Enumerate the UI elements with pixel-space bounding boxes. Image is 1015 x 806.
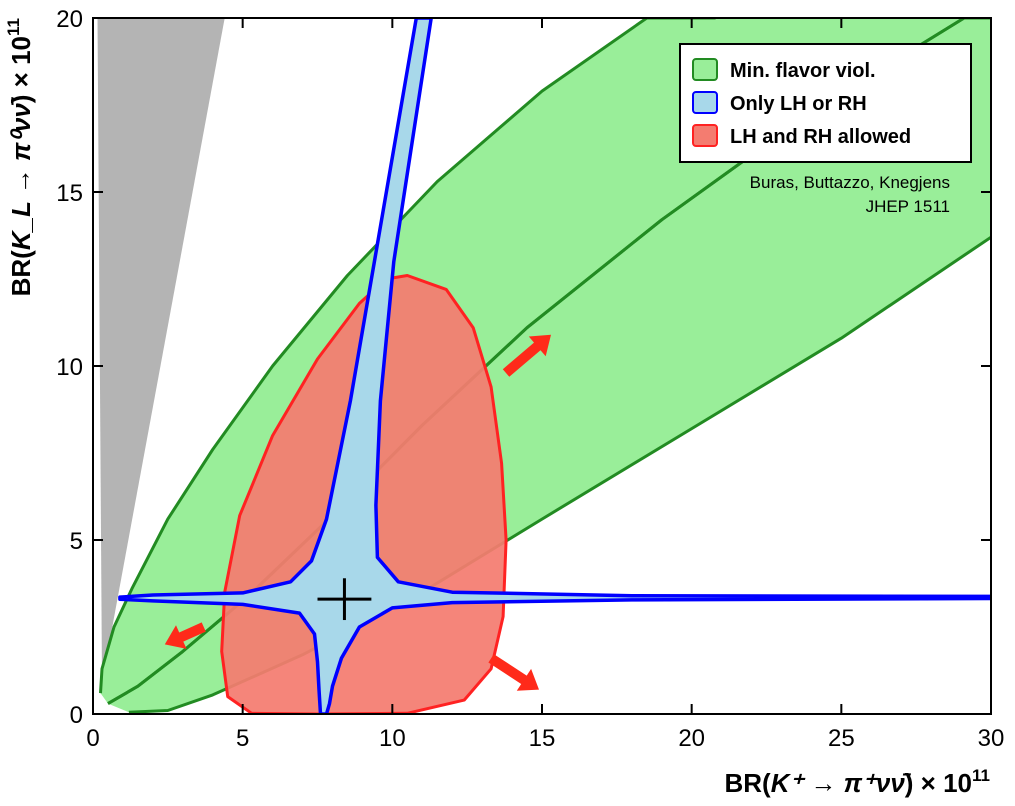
- axis-tick-labels: 0 5 10 15 20 25 30 0 5 10 15 20: [56, 6, 1004, 752]
- legend-swatch-green: [692, 58, 718, 81]
- legend-box: [679, 43, 972, 163]
- x-tick-label: 15: [529, 725, 556, 752]
- direction-arrow: [164, 622, 206, 649]
- y-tick-label: 15: [56, 180, 83, 207]
- legend-swatch-red: [692, 124, 718, 147]
- legend: Min. flavor viol. Only LH or RH LH and R…: [679, 43, 972, 163]
- x-tick-label: 20: [678, 725, 705, 752]
- citation-authors: Buras, Buttazzo, Knegjens: [750, 173, 950, 192]
- legend-label: LH and RH allowed: [730, 126, 911, 148]
- excluded-region: [97, 18, 225, 683]
- direction-arrow: [502, 334, 551, 377]
- lh-or-rh-region: [118, 18, 991, 714]
- y-tick-label: 10: [56, 354, 83, 381]
- x-tick-label: 0: [86, 725, 99, 752]
- axis-ticks: [92, 17, 992, 715]
- y-tick-label: 5: [70, 528, 83, 555]
- legend-item-min-flavor: Min. flavor viol.: [692, 58, 876, 82]
- legend-label: Min. flavor viol.: [730, 60, 876, 82]
- x-axis-title: BR(K⁺ → π⁺νν̄) × 1011: [724, 766, 990, 798]
- legend-label: Only LH or RH: [730, 93, 867, 115]
- legend-swatch-blue: [692, 91, 718, 114]
- legend-item-lh-or-rh: Only LH or RH: [692, 91, 867, 115]
- x-tick-label: 5: [236, 725, 249, 752]
- x-tick-label: 10: [379, 725, 406, 752]
- citation-journal: JHEP 1511: [866, 197, 950, 216]
- x-tick-label: 25: [828, 725, 855, 752]
- legend-item-lh-and-rh: LH and RH allowed: [692, 124, 911, 148]
- y-tick-label: 0: [70, 702, 83, 729]
- mfv-band-edge: [99, 18, 716, 694]
- y-axis-title: BR(K_L → π⁰νν̄) × 1011: [4, 18, 36, 296]
- y-tick-label: 20: [56, 6, 83, 33]
- x-tick-label: 30: [978, 725, 1005, 752]
- direction-arrow: [488, 654, 539, 691]
- plot-area: [97, 18, 991, 714]
